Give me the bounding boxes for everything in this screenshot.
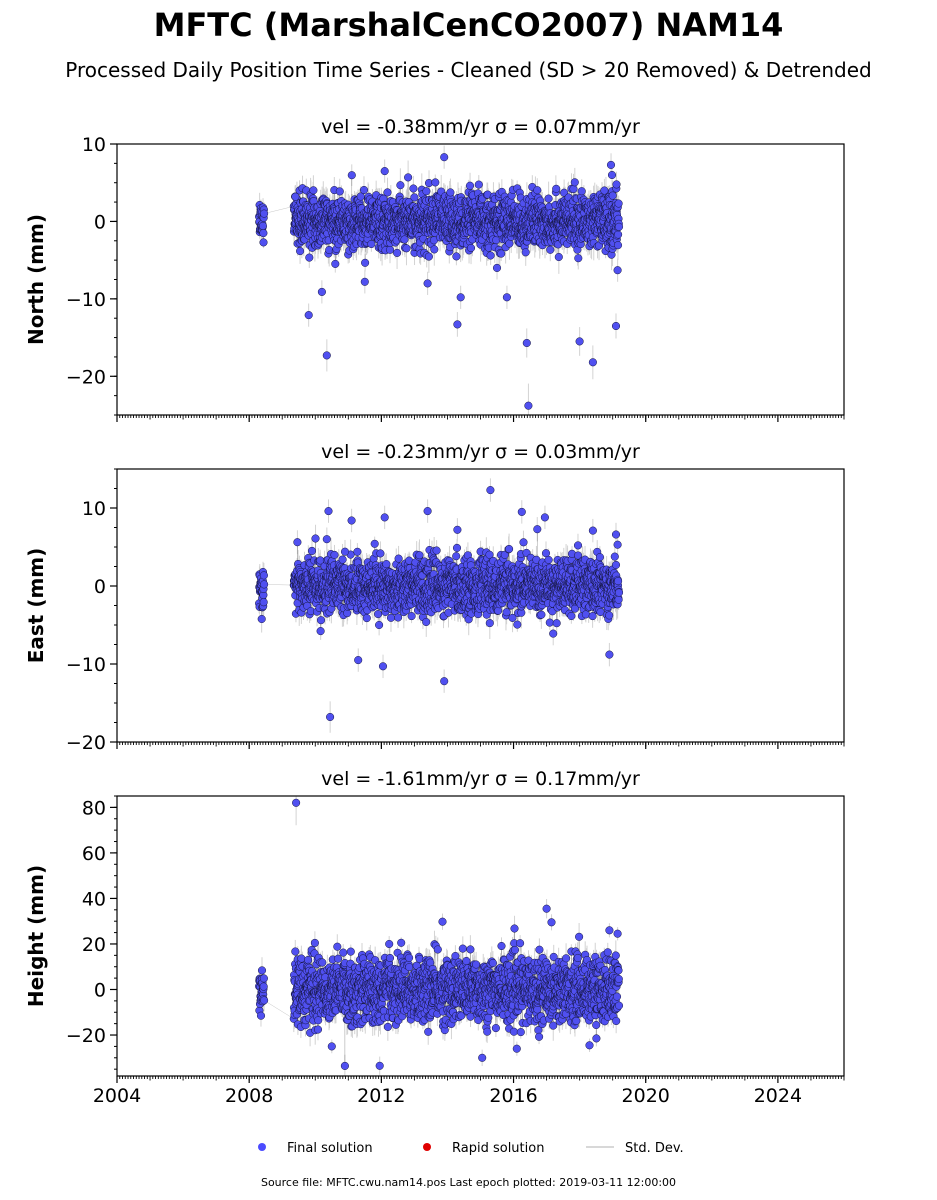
- data-point: [385, 245, 395, 254]
- y-tick-label: 0: [94, 211, 106, 233]
- data-point: [552, 184, 561, 193]
- data-point: [456, 293, 465, 302]
- data-point: [524, 401, 533, 410]
- data-point: [424, 252, 433, 261]
- data-point: [259, 229, 268, 238]
- data-point: [317, 287, 326, 296]
- data-point: [367, 239, 376, 249]
- data-point: [608, 191, 617, 200]
- data-point: [577, 187, 586, 196]
- data-point: [502, 293, 511, 302]
- data-point: [614, 199, 623, 208]
- data-point: [260, 209, 269, 218]
- data-point: [296, 247, 305, 256]
- y-tick-label: −20: [66, 366, 106, 388]
- data-point: [347, 171, 356, 180]
- data-point: [325, 245, 334, 255]
- data-point: [600, 186, 609, 195]
- data-point: [570, 178, 579, 187]
- panel-north: vel = -0.38mm/yr σ = 0.07mm/yr North (mm)…: [24, 116, 845, 422]
- data-point: [614, 230, 623, 239]
- data-point: [404, 173, 413, 182]
- data-point: [466, 243, 476, 253]
- data-point: [396, 181, 405, 190]
- data-point: [465, 181, 475, 190]
- y-tick-label: 10: [82, 134, 106, 156]
- data-point: [380, 167, 389, 176]
- data-point: [410, 193, 419, 202]
- data-point: [569, 184, 578, 194]
- data-point: [409, 184, 418, 193]
- data-point: [446, 188, 455, 197]
- data-point: [613, 241, 623, 250]
- y-tick-label: −10: [66, 289, 106, 311]
- data-point: [505, 239, 514, 248]
- data-point: [521, 248, 530, 257]
- data-point: [393, 248, 402, 257]
- data-point: [440, 153, 449, 162]
- data-point: [486, 251, 495, 260]
- data-point: [533, 186, 542, 195]
- data-point: [574, 254, 583, 263]
- data-point: [575, 337, 584, 346]
- data-point: [453, 320, 462, 329]
- data-point: [383, 188, 392, 197]
- data-layer-east: [255, 478, 624, 733]
- data-point: [611, 321, 621, 331]
- data-point: [554, 252, 563, 262]
- data-point: [613, 266, 622, 275]
- data-point: [474, 180, 483, 189]
- data-point: [400, 235, 409, 244]
- data-point: [304, 311, 313, 320]
- data-point: [309, 186, 318, 195]
- data-point: [423, 279, 432, 288]
- data-point: [614, 222, 624, 231]
- data-point: [431, 178, 440, 187]
- panel-title-north: vel = -0.38mm/yr σ = 0.07mm/yr: [321, 116, 640, 138]
- data-point: [492, 263, 502, 272]
- data-point: [522, 338, 531, 348]
- data-layer-north: [255, 145, 624, 415]
- data-point: [335, 187, 344, 196]
- data-point: [356, 192, 365, 201]
- data-point: [259, 238, 268, 247]
- data-point: [607, 170, 617, 180]
- data-point: [305, 253, 314, 262]
- data-point: [452, 252, 461, 261]
- y-axis-label-north: North (mm): [24, 214, 48, 345]
- data-point: [258, 221, 267, 230]
- data-point: [430, 245, 439, 254]
- data-point: [291, 192, 300, 201]
- data-point: [546, 245, 555, 254]
- data-point: [606, 160, 616, 169]
- data-point: [359, 185, 369, 195]
- final-solution-points-north: [255, 153, 624, 410]
- data-point: [422, 187, 431, 196]
- data-point: [402, 244, 411, 253]
- data-point: [331, 259, 340, 268]
- data-point: [588, 358, 597, 367]
- data-point: [612, 180, 621, 189]
- data-point: [497, 249, 506, 258]
- data-point: [360, 277, 369, 286]
- data-point: [544, 194, 553, 203]
- data-point: [361, 258, 370, 267]
- data-point: [322, 351, 331, 360]
